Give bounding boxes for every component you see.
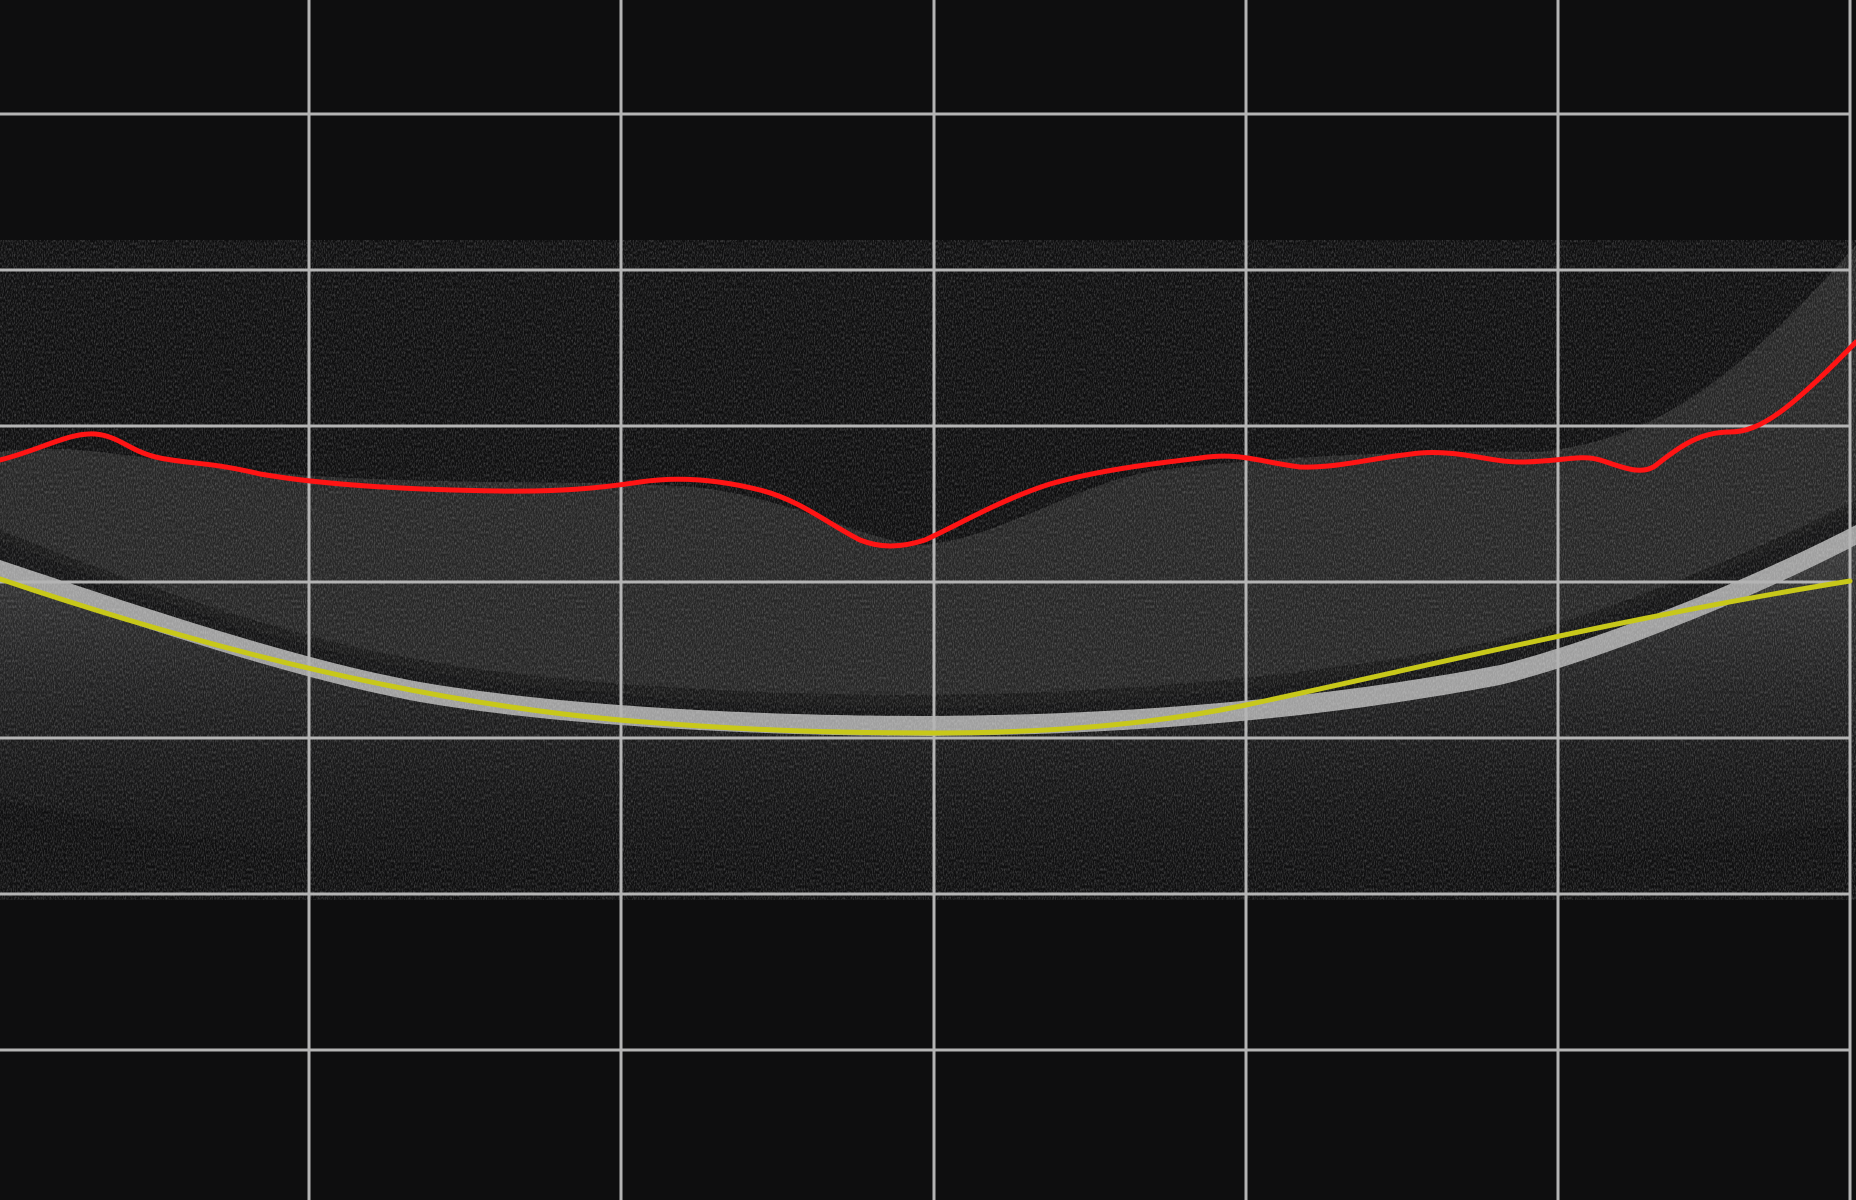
ilm-boundary-line[interactable] bbox=[0, 339, 1856, 549]
speckle-noise bbox=[0, 240, 1856, 900]
retina-tissue bbox=[0, 240, 1856, 900]
bruchs-membrane-line[interactable] bbox=[0, 576, 1853, 736]
